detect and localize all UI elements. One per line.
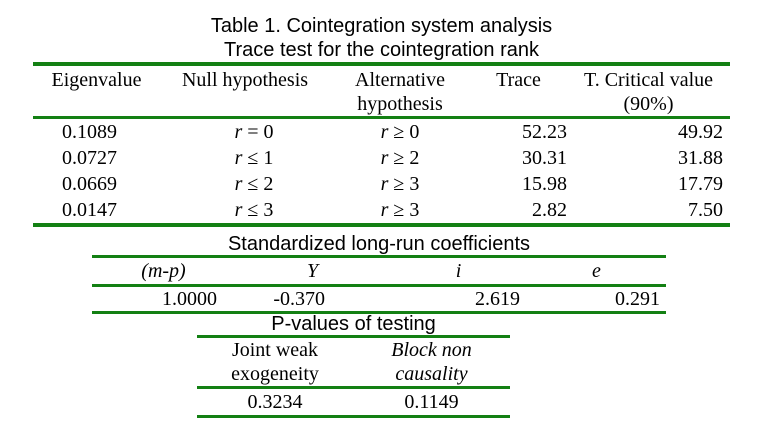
pvalue-joint-weak: 0.3234: [247, 391, 303, 413]
table-title-line1: Table 1. Cointegration system analysis: [210, 15, 553, 37]
pvalues-header-row: Joint weak exogeneity Block non causalit…: [197, 338, 510, 386]
rule-coef-header-bottom: [92, 284, 666, 287]
alt-hypothesis-cell: r ≥2: [380, 147, 420, 169]
alt-hypothesis-cell: r ≥0: [380, 121, 420, 143]
critical-value-cell: 31.88: [678, 147, 723, 169]
header-alternative-hypothesis: Alternative hypothesis: [355, 69, 445, 115]
header-critical-value: T. Critical value (90%): [583, 69, 714, 115]
critical-value-cell: 7.50: [688, 199, 723, 221]
pvalues-table: Joint weak exogeneity Block non causalit…: [197, 335, 510, 418]
rule-trace-bottom: [33, 223, 730, 227]
header-m-p: (m-p): [141, 260, 186, 282]
rule-trace-top: [33, 62, 730, 66]
trace-test-table: Eigenvalue Null hypothesis Alternative h…: [33, 62, 730, 227]
trace-row: 0.1089 r = 0 r ≥0 52.23 49.92: [33, 119, 730, 145]
table-title-line2: Trace test for the cointegration rank: [224, 39, 539, 61]
critical-value-cell: 17.79: [678, 173, 723, 195]
header-e: e: [592, 260, 601, 282]
header-y: Y: [306, 260, 319, 282]
eigenvalue-cell: 0.0147: [62, 199, 117, 221]
header-null-hypothesis: Null hypothesis: [181, 69, 309, 91]
rule-trace-header-bottom: [33, 116, 730, 119]
header-joint-weak-exogeneity: Joint weak exogeneity: [231, 339, 319, 385]
coef-i-value: 2.619: [475, 288, 520, 310]
trace-stat-cell: 15.98: [522, 173, 567, 195]
trace-stat-cell: 2.82: [532, 199, 567, 221]
trace-row: 0.0727 r ≤1 r ≥2 30.31 31.88: [33, 145, 730, 171]
coefficients-heading: Standardized long-run coefficients: [227, 233, 531, 255]
null-hypothesis-cell: r ≤3: [234, 199, 274, 221]
rule-coef-bottom: [92, 311, 666, 314]
alt-hypothesis-cell: r ≥3: [380, 199, 420, 221]
eigenvalue-cell: 0.1089: [62, 121, 117, 143]
rule-pval-top: [197, 335, 510, 338]
pvalue-block-non: 0.1149: [404, 391, 459, 413]
null-hypothesis-cell: r = 0: [234, 121, 274, 143]
null-hypothesis-cell: r ≤2: [234, 173, 274, 195]
trace-header-row: Eigenvalue Null hypothesis Alternative h…: [33, 66, 730, 116]
table-title-block: Table 1. Cointegration system analysis T…: [33, 14, 730, 62]
pvalues-heading: P-values of testing: [271, 313, 436, 335]
header-trace: Trace: [496, 69, 541, 91]
header-eigenvalue: Eigenvalue: [51, 69, 142, 91]
header-block-non-causality: Block non causality: [391, 339, 472, 385]
eigenvalue-cell: 0.0727: [62, 147, 117, 169]
coefficients-table: (m-p) Y i e 1.0000 -0.370 2.619 0.291: [92, 255, 666, 314]
coef-y-value: -0.370: [273, 288, 325, 310]
coefficients-header-row: (m-p) Y i e: [92, 258, 666, 284]
header-i: i: [455, 260, 462, 282]
rule-coef-top: [92, 255, 666, 258]
coef-m-p-value: 1.0000: [162, 288, 217, 310]
pvalues-value-row: 0.3234 0.1149: [197, 389, 510, 415]
alt-hypothesis-cell: r ≥3: [380, 173, 420, 195]
coef-e-value: 0.291: [615, 288, 660, 310]
rule-pval-header-bottom: [197, 386, 510, 389]
null-hypothesis-cell: r ≤1: [234, 147, 274, 169]
trace-row: 0.0147 r ≤3 r ≥3 2.82 7.50: [33, 197, 730, 223]
trace-stat-cell: 30.31: [522, 147, 567, 169]
eigenvalue-cell: 0.0669: [62, 173, 117, 195]
trace-row: 0.0669 r ≤2 r ≥3 15.98 17.79: [33, 171, 730, 197]
critical-value-cell: 49.92: [678, 121, 723, 143]
coefficients-value-row: 1.0000 -0.370 2.619 0.291: [92, 287, 666, 311]
trace-stat-cell: 52.23: [522, 121, 567, 143]
rule-pval-bottom: [197, 415, 510, 418]
